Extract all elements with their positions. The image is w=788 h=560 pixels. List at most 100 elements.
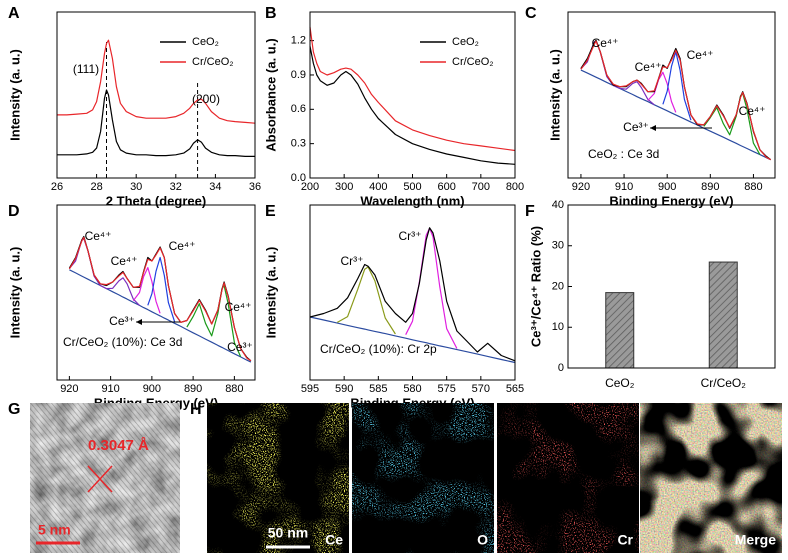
x-tick-label: 890 bbox=[701, 181, 719, 193]
legend-label: CeO₂ bbox=[452, 36, 479, 48]
legend-label: Cr/CeO₂ bbox=[192, 56, 234, 68]
series-line bbox=[68, 238, 140, 306]
y-axis-title: Intensity (a. u.) bbox=[7, 49, 22, 141]
legend-label: CeO₂ bbox=[192, 36, 219, 48]
y-axis-title: Intensity (a. u.) bbox=[547, 49, 562, 141]
y-tick-label: 20 bbox=[552, 280, 564, 292]
x-tick-label: 400 bbox=[369, 181, 387, 193]
eds-signal bbox=[207, 403, 349, 553]
eds-signal bbox=[352, 403, 494, 553]
annotation: Ce⁴⁺ bbox=[225, 300, 252, 314]
panel-label: H bbox=[190, 401, 202, 418]
x-tick-label: 900 bbox=[143, 383, 161, 395]
x-tick-label: 910 bbox=[101, 383, 119, 395]
scale-bar-label: 50 nm bbox=[268, 525, 308, 541]
arrow-head bbox=[650, 125, 656, 131]
x-tick-label: 595 bbox=[301, 383, 319, 395]
x-tick-label: 585 bbox=[369, 383, 387, 395]
x-tick-label: 600 bbox=[437, 181, 455, 193]
series-line bbox=[309, 26, 516, 152]
series-line bbox=[147, 256, 176, 322]
legend-label: Cr/CeO₂ bbox=[452, 56, 494, 68]
bar-hatch bbox=[709, 262, 738, 368]
x-tick-label: 900 bbox=[658, 181, 676, 193]
series-line bbox=[68, 236, 252, 362]
eds-signal bbox=[497, 403, 639, 553]
eds-signal bbox=[640, 403, 782, 553]
annotation: Ce³⁺ bbox=[623, 120, 649, 134]
annotation: (111) bbox=[73, 62, 99, 76]
tem-fringes bbox=[30, 403, 180, 553]
series-line bbox=[647, 71, 677, 113]
y-tick-label: 0.0 bbox=[291, 172, 306, 184]
annotation: Ce⁴⁺ bbox=[687, 48, 714, 62]
annotation: Ce⁴⁺ bbox=[635, 60, 662, 74]
x-axis-title: Wavelength (nm) bbox=[360, 193, 464, 208]
x-tick-label: 565 bbox=[506, 383, 524, 395]
x-tick-label: 575 bbox=[437, 383, 455, 395]
annotation: Cr³⁺ bbox=[341, 254, 364, 268]
y-axis-title: Ce³⁺/Ce⁴⁺ Ratio (%) bbox=[528, 226, 543, 347]
y-tick-label: 0.6 bbox=[291, 103, 306, 115]
x-tick-label: 580 bbox=[403, 383, 421, 395]
plot-frame bbox=[567, 204, 776, 369]
arrow-head bbox=[136, 319, 142, 325]
x-tick-label: CeO₂ bbox=[605, 376, 635, 390]
x-tick-label: 920 bbox=[572, 181, 590, 193]
annotation: Ce⁴⁺ bbox=[111, 254, 138, 268]
d-spacing-label: 0.3047 Å bbox=[88, 437, 149, 454]
series-line bbox=[186, 284, 242, 357]
annotation: CeO₂ : Ce 3d bbox=[588, 147, 659, 161]
d-spacing-mark bbox=[87, 465, 113, 493]
plot-frame bbox=[56, 11, 256, 179]
plot-frame bbox=[309, 204, 516, 381]
x-tick-label: 28 bbox=[90, 181, 102, 193]
map-label: Ce bbox=[325, 532, 343, 548]
plot-frame bbox=[567, 11, 776, 179]
y-axis-title: Intensity (a. u.) bbox=[7, 247, 22, 339]
x-tick-label: 200 bbox=[301, 181, 319, 193]
x-tick-label: 920 bbox=[60, 383, 78, 395]
panel-label: E bbox=[265, 203, 276, 220]
annotation: Ce⁴⁺ bbox=[592, 36, 619, 50]
series-line bbox=[57, 89, 255, 157]
panel-label: C bbox=[525, 5, 537, 22]
annotation: Ce⁴⁺ bbox=[85, 229, 112, 243]
map-label: Merge bbox=[735, 532, 776, 548]
x-tick-label: 300 bbox=[335, 181, 353, 193]
x-tick-label: 910 bbox=[615, 181, 633, 193]
x-tick-label: 700 bbox=[472, 181, 490, 193]
series-line bbox=[309, 316, 516, 364]
annotation: Ce⁴⁺ bbox=[739, 104, 766, 118]
y-axis-title: Intensity (a. u.) bbox=[263, 247, 278, 339]
series-line bbox=[662, 51, 692, 121]
panel-label: B bbox=[265, 5, 277, 22]
x-tick-label: 500 bbox=[403, 181, 421, 193]
series-line bbox=[580, 40, 771, 161]
y-tick-label: 30 bbox=[552, 240, 564, 252]
x-tick-label: 890 bbox=[184, 383, 202, 395]
x-tick-label: 32 bbox=[170, 181, 182, 193]
plot-frame bbox=[309, 11, 516, 179]
bar-hatch bbox=[605, 292, 634, 368]
panel-label: F bbox=[525, 203, 535, 220]
y-tick-label: 0.3 bbox=[291, 138, 306, 150]
series-line bbox=[309, 46, 516, 165]
y-tick-label: 0 bbox=[558, 362, 564, 374]
x-tick-label: 880 bbox=[744, 181, 762, 193]
map-label: O bbox=[477, 532, 488, 548]
annotation: Cr³⁺ bbox=[399, 229, 422, 243]
x-tick-label: 590 bbox=[335, 383, 353, 395]
panel-label: A bbox=[8, 5, 20, 22]
x-tick-label: Cr/CeO₂ bbox=[701, 376, 747, 390]
y-tick-label: 40 bbox=[552, 199, 564, 211]
annotation: (200) bbox=[192, 92, 220, 106]
y-tick-label: 10 bbox=[552, 321, 564, 333]
series-line bbox=[580, 39, 772, 161]
x-axis-title: Binding Energy (eV) bbox=[609, 193, 733, 208]
series-line bbox=[132, 267, 161, 314]
scale-bar-label: 5 nm bbox=[38, 522, 71, 538]
annotation: Ce³⁺ bbox=[227, 340, 253, 354]
